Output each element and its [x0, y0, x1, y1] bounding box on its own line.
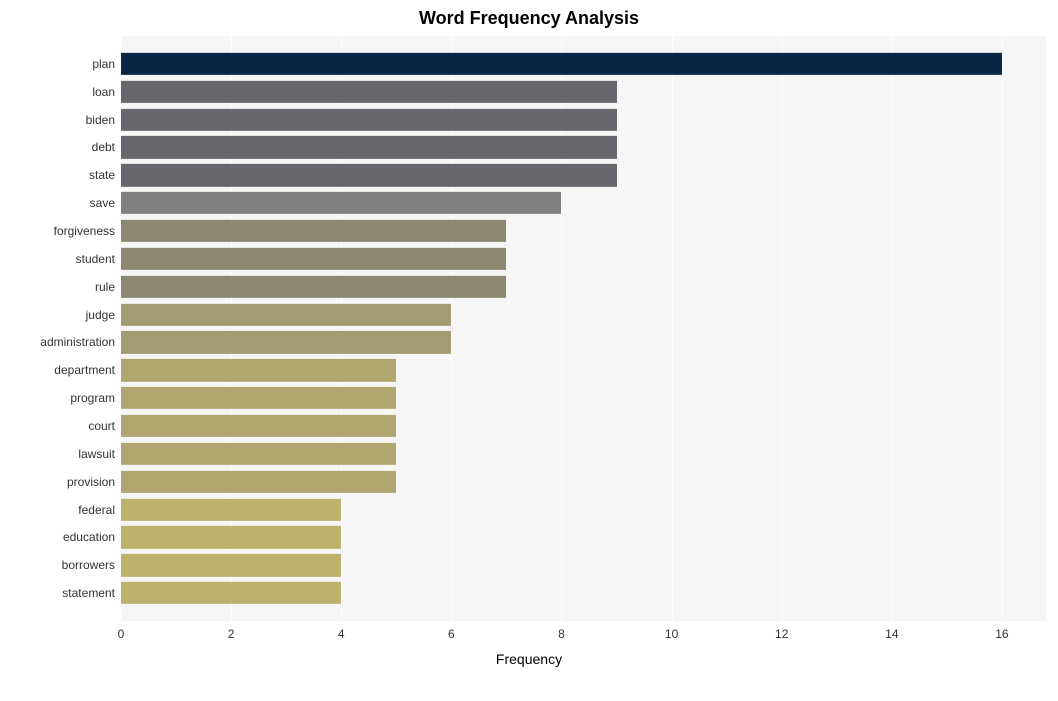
x-tick-label: 0 — [118, 627, 125, 641]
y-tick-label: student — [76, 252, 115, 266]
y-tick-label: save — [90, 196, 115, 210]
bar — [121, 303, 451, 325]
bar — [121, 220, 506, 242]
bar — [121, 498, 341, 520]
x-tick-label: 14 — [885, 627, 898, 641]
grid-line — [672, 36, 673, 621]
x-tick-label: 6 — [448, 627, 455, 641]
y-tick-label: federal — [78, 503, 115, 517]
x-tick-label: 16 — [995, 627, 1008, 641]
bar — [121, 387, 396, 409]
y-tick-label: judge — [86, 308, 115, 322]
y-tick-label: program — [70, 391, 115, 405]
bar — [121, 471, 396, 493]
bar — [121, 192, 561, 214]
y-tick-label: loan — [92, 85, 115, 99]
bar — [121, 53, 1002, 75]
y-tick-label: state — [89, 168, 115, 182]
y-tick-label: plan — [92, 57, 115, 71]
x-axis-label: Frequency — [0, 651, 1058, 667]
bar — [121, 248, 506, 270]
y-tick-label: department — [54, 363, 115, 377]
bar — [121, 331, 451, 353]
y-tick-label: rule — [95, 280, 115, 294]
bar — [121, 443, 396, 465]
grid-line — [1002, 36, 1003, 621]
x-tick-label: 10 — [665, 627, 678, 641]
y-tick-label: education — [63, 530, 115, 544]
y-tick-label: debt — [92, 140, 115, 154]
chart-title: Word Frequency Analysis — [0, 8, 1058, 29]
y-tick-label: administration — [40, 335, 115, 349]
word-frequency-chart: Word Frequency Analysis Frequency 0 2 4 6 8 1… — [0, 0, 1058, 701]
bar — [121, 554, 341, 576]
y-tick-label: statement — [62, 586, 115, 600]
x-tick-label: 8 — [558, 627, 565, 641]
y-tick-label: forgiveness — [54, 224, 115, 238]
x-tick-label: 4 — [338, 627, 345, 641]
bar — [121, 415, 396, 437]
bar — [121, 276, 506, 298]
grid-line — [892, 36, 893, 621]
bar — [121, 81, 617, 103]
y-tick-label: court — [88, 419, 115, 433]
y-tick-label: provision — [67, 475, 115, 489]
y-tick-label: borrowers — [62, 558, 115, 572]
grid-line — [782, 36, 783, 621]
x-tick-label: 2 — [228, 627, 235, 641]
bar — [121, 359, 396, 381]
bar — [121, 108, 617, 130]
plot-area — [121, 36, 1046, 621]
bar — [121, 164, 617, 186]
y-tick-label: biden — [86, 113, 115, 127]
bar — [121, 526, 341, 548]
x-tick-label: 12 — [775, 627, 788, 641]
bar — [121, 136, 617, 158]
bar — [121, 582, 341, 604]
y-tick-label: lawsuit — [78, 447, 115, 461]
